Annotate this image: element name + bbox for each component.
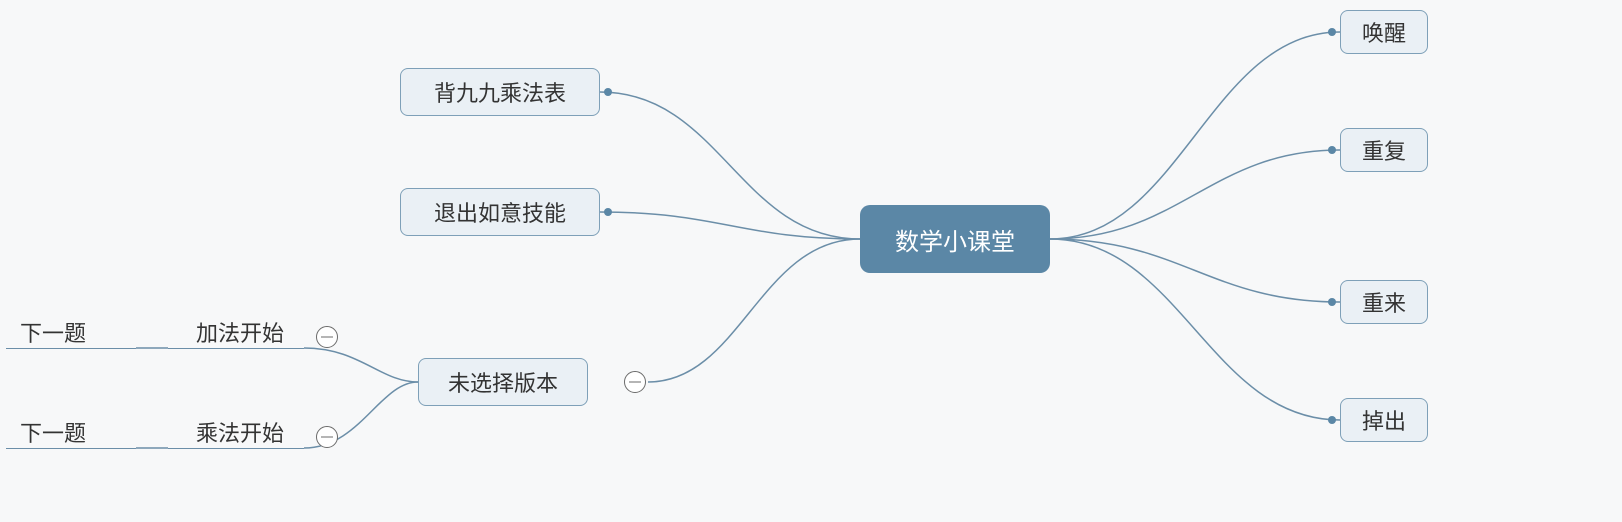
collapse-toggle-version[interactable] bbox=[624, 371, 646, 393]
right-child-wake[interactable]: 唤醒 bbox=[1340, 10, 1428, 54]
left-child-exit-skill[interactable]: 退出如意技能 bbox=[400, 188, 600, 236]
mindmap-canvas: 数学小课堂 唤醒 重复 重来 掉出 背九九乘法表 退出如意技能 未选择版本 加法… bbox=[0, 0, 1622, 522]
leaf-next-question-1[interactable]: 下一题 bbox=[20, 316, 86, 348]
right-child-repeat[interactable]: 重复 bbox=[1340, 128, 1428, 172]
root-node[interactable]: 数学小课堂 bbox=[860, 205, 1050, 273]
left-child-unselected-version[interactable]: 未选择版本 bbox=[418, 358, 588, 406]
branch-multiplication-start[interactable]: 乘法开始 bbox=[196, 416, 284, 448]
collapse-toggle-multiplication[interactable] bbox=[316, 426, 338, 448]
leaf-next-question-2[interactable]: 下一题 bbox=[20, 416, 86, 448]
leaf-next-question-2-underline bbox=[6, 448, 136, 449]
collapse-toggle-addition[interactable] bbox=[316, 326, 338, 348]
right-child-drop[interactable]: 掉出 bbox=[1340, 398, 1428, 442]
branch-multiplication-underline bbox=[168, 448, 304, 449]
leaf-next-question-1-underline bbox=[6, 348, 136, 349]
right-child-again[interactable]: 重来 bbox=[1340, 280, 1428, 324]
branch-addition-start[interactable]: 加法开始 bbox=[196, 316, 284, 348]
left-child-multiplication-table[interactable]: 背九九乘法表 bbox=[400, 68, 600, 116]
branch-addition-underline bbox=[168, 348, 304, 349]
